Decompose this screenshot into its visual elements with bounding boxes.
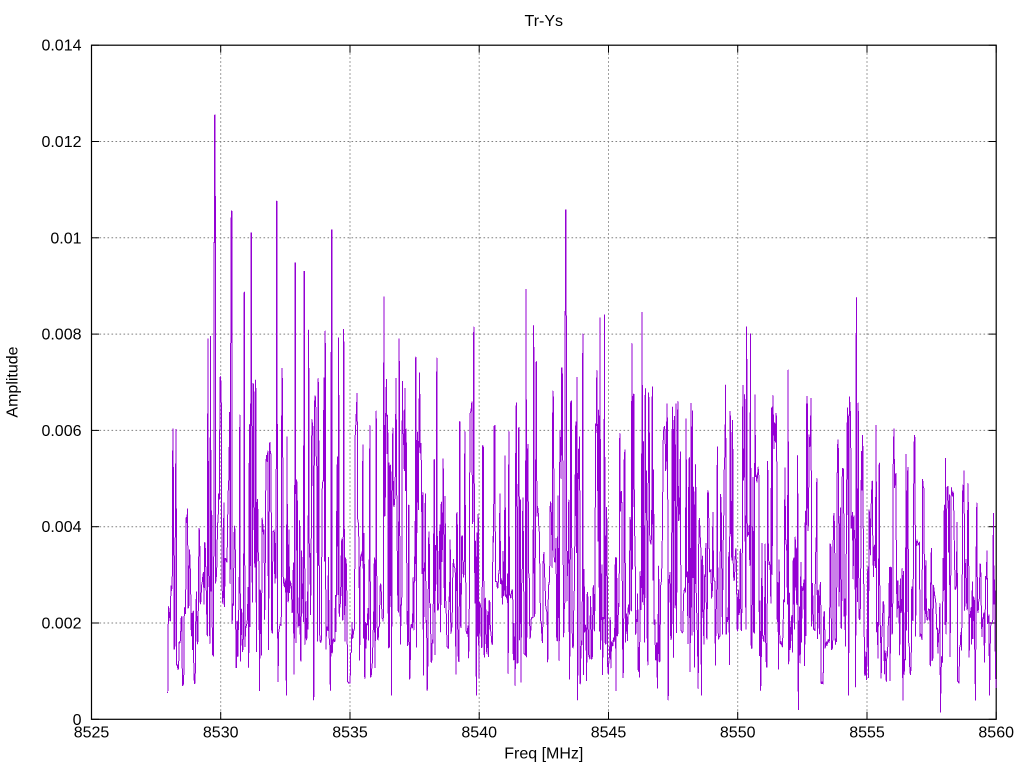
svg-text:0.002: 0.002 bbox=[41, 616, 81, 633]
svg-text:0.004: 0.004 bbox=[41, 519, 81, 536]
svg-text:Amplitude: Amplitude bbox=[5, 346, 22, 417]
svg-text:8560: 8560 bbox=[978, 725, 1014, 742]
svg-text:8530: 8530 bbox=[203, 725, 239, 742]
svg-text:Freq [MHz]: Freq [MHz] bbox=[504, 746, 583, 763]
svg-text:0.012: 0.012 bbox=[41, 134, 81, 151]
svg-text:0.01: 0.01 bbox=[50, 230, 81, 247]
svg-text:Tr-Ys: Tr-Ys bbox=[525, 13, 564, 30]
svg-text:8555: 8555 bbox=[849, 725, 885, 742]
svg-text:8535: 8535 bbox=[332, 725, 368, 742]
svg-text:0: 0 bbox=[73, 712, 82, 729]
svg-text:0.006: 0.006 bbox=[41, 423, 81, 440]
svg-text:0.014: 0.014 bbox=[41, 38, 81, 55]
svg-text:8525: 8525 bbox=[74, 725, 110, 742]
svg-text:8545: 8545 bbox=[591, 725, 627, 742]
svg-text:8550: 8550 bbox=[720, 725, 756, 742]
svg-text:0.008: 0.008 bbox=[41, 327, 81, 344]
svg-text:8540: 8540 bbox=[461, 725, 497, 742]
